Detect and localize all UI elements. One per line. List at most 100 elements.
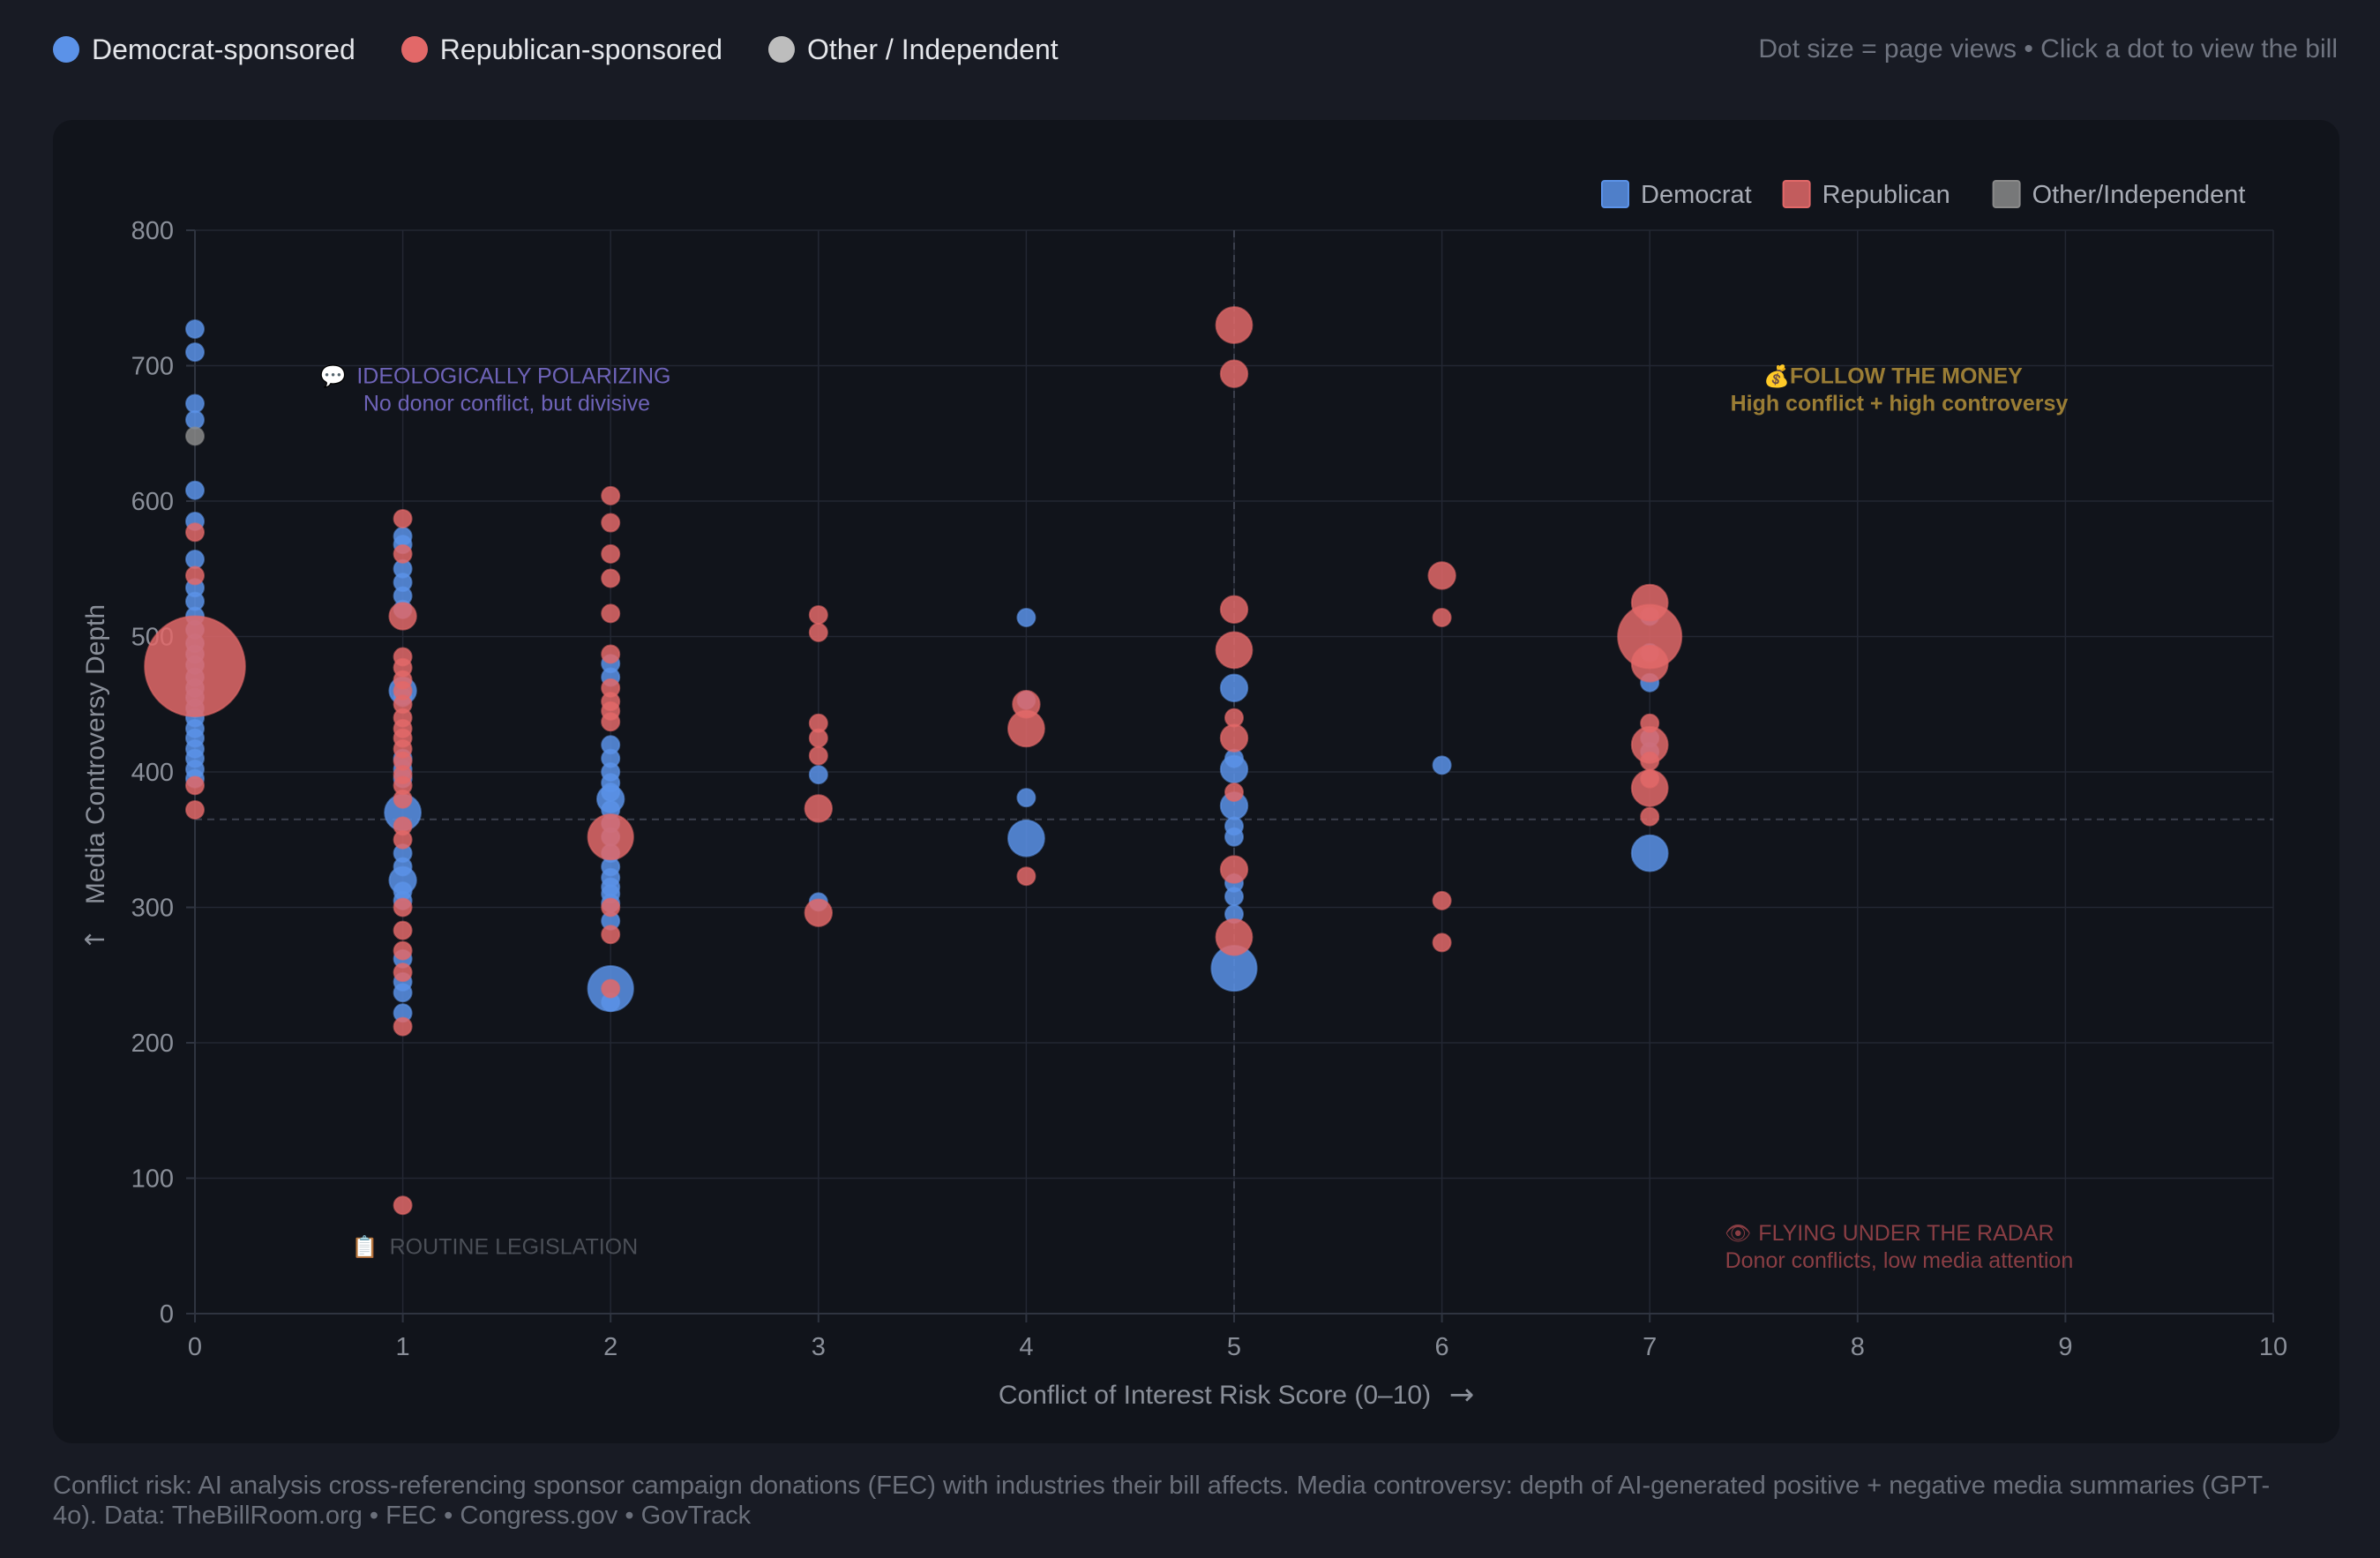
data-point-republican[interactable]	[1215, 631, 1254, 670]
data-point-democrat[interactable]	[1016, 608, 1037, 628]
data-point-democrat[interactable]	[1432, 755, 1452, 775]
data-point-republican[interactable]	[1432, 608, 1452, 628]
legend-item-republican-sponsored[interactable]: Republican-sponsored	[400, 33, 722, 66]
data-point-republican[interactable]	[185, 799, 205, 820]
data-point-republican[interactable]	[804, 794, 833, 823]
y-tick-label: 600	[131, 488, 174, 516]
y-tick-label: 100	[131, 1165, 174, 1194]
x-tick-label: 1	[396, 1333, 410, 1361]
data-point-democrat[interactable]	[185, 342, 205, 363]
data-point-democrat[interactable]	[1630, 834, 1669, 873]
data-point-democrat[interactable]	[393, 983, 413, 1003]
data-point-democrat[interactable]	[185, 409, 205, 430]
data-point-democrat[interactable]	[1007, 819, 1045, 858]
data-point-republican[interactable]	[1012, 690, 1041, 719]
data-point-republican[interactable]	[601, 485, 621, 506]
data-point-republican[interactable]	[601, 644, 621, 664]
data-point-republican[interactable]	[808, 604, 828, 625]
data-point-democrat[interactable]	[808, 765, 828, 785]
data-point-republican[interactable]	[587, 813, 634, 861]
data-point-republican[interactable]	[601, 925, 621, 945]
data-point-republican[interactable]	[601, 543, 621, 564]
data-point-republican[interactable]	[393, 789, 413, 809]
data-point-republican[interactable]	[808, 728, 828, 748]
data-point-republican[interactable]	[601, 978, 621, 999]
data-point-republican[interactable]	[1219, 595, 1249, 624]
data-point-republican[interactable]	[393, 1016, 413, 1037]
x-axis-label: Conflict of Interest Risk Score (0–10)	[999, 1381, 1431, 1410]
data-point-republican[interactable]	[601, 513, 621, 533]
data-point-republican[interactable]	[1219, 855, 1249, 884]
data-point-republican[interactable]	[1640, 768, 1660, 789]
data-point-republican[interactable]	[144, 615, 246, 718]
data-point-republican[interactable]	[1215, 918, 1254, 956]
data-point-republican[interactable]	[601, 712, 621, 732]
data-point-republican[interactable]	[393, 543, 413, 564]
chart-panel: 0 1 2 3 4 5 6 7 8 9 10 0 100 200 300 400 500 600 700 800 Con…	[53, 120, 2339, 1443]
data-point-democrat[interactable]	[393, 857, 413, 877]
data-point-republican[interactable]	[601, 897, 621, 918]
data-point-republican[interactable]	[393, 897, 413, 918]
data-point-republican[interactable]	[804, 898, 833, 927]
data-point-republican[interactable]	[185, 522, 205, 543]
x-tick-label: 5	[1227, 1333, 1241, 1361]
data-point-republican[interactable]	[393, 940, 413, 961]
legend-label: Republican-sponsored	[439, 33, 722, 65]
legend-label: Other / Independent	[807, 33, 1059, 65]
data-point-republican[interactable]	[185, 566, 205, 586]
y-tick-label: 800	[131, 217, 174, 245]
data-point-democrat[interactable]	[185, 550, 205, 570]
data-point-republican[interactable]	[1432, 890, 1452, 910]
data-point-republican[interactable]	[601, 568, 621, 588]
data-point-democrat[interactable]	[601, 783, 621, 803]
x-tick-label: 3	[812, 1333, 826, 1361]
data-point-republican[interactable]	[1219, 359, 1249, 388]
data-point-republican[interactable]	[393, 920, 413, 940]
data-point-republican[interactable]	[393, 963, 413, 983]
chart-hint: Dot size = page views • Click a dot to v…	[1758, 34, 2338, 64]
legend-item-other-independent[interactable]: Other / Independent	[768, 34, 1059, 66]
data-point-republican[interactable]	[1427, 561, 1456, 590]
y-axis-arrow-icon: ↑	[80, 928, 111, 950]
data-point-republican[interactable]	[1219, 723, 1249, 753]
data-point-republican[interactable]	[601, 603, 621, 624]
data-point-republican[interactable]	[808, 745, 828, 766]
quadrant-title-bottom-right: FLYING UNDER THE RADAR	[1758, 1221, 2054, 1246]
y-tick-label: 300	[131, 895, 174, 923]
data-point-republican[interactable]	[1640, 713, 1660, 733]
data-point-republican[interactable]	[393, 829, 413, 850]
x-tick-label: 2	[603, 1333, 617, 1361]
data-point-democrat[interactable]	[185, 393, 205, 414]
data-point-democrat[interactable]	[185, 480, 205, 500]
data-point-democrat[interactable]	[1016, 788, 1037, 808]
data-point-republican[interactable]	[393, 1195, 413, 1216]
clipboard-icon: 📋	[352, 1234, 378, 1259]
data-point-other-independent[interactable]	[185, 426, 205, 446]
data-point-republican[interactable]	[1224, 783, 1244, 803]
x-tick-label: 6	[1435, 1333, 1449, 1361]
data-point-republican[interactable]	[1640, 806, 1660, 827]
data-point-democrat[interactable]	[185, 319, 205, 340]
x-tick-label: 4	[1019, 1333, 1033, 1361]
data-point-republican[interactable]	[1215, 306, 1254, 344]
data-point-republican[interactable]	[1630, 583, 1669, 622]
quadrant-subtitle-top-right: High conflict + high controversy	[1731, 391, 2069, 416]
footer-note: Conflict risk: AI analysis cross-referen…	[53, 1472, 2271, 1530]
data-point-republican[interactable]	[1016, 866, 1037, 887]
data-point-republican[interactable]	[1630, 644, 1669, 683]
legend-label: Democrat-sponsored	[92, 33, 356, 65]
legend-item-democrat-sponsored[interactable]: Democrat-sponsored	[53, 34, 356, 66]
data-point-republican[interactable]	[185, 775, 205, 796]
scatter-chart: 0 1 2 3 4 5 6 7 8 9 100100200300400500600700800Con…	[80, 180, 2287, 1412]
data-point-democrat[interactable]	[1219, 673, 1249, 703]
data-point-republican[interactable]	[393, 508, 413, 528]
data-point-republican[interactable]	[388, 602, 417, 631]
data-point-democrat[interactable]	[1224, 887, 1244, 907]
data-point-republican[interactable]	[1224, 708, 1244, 728]
data-point-democrat[interactable]	[1224, 827, 1244, 847]
legend-swatch-other-independent	[1992, 180, 2021, 208]
eye-icon: 👁	[1725, 1221, 1751, 1246]
data-point-republican[interactable]	[808, 622, 828, 642]
data-point-republican[interactable]	[1432, 933, 1452, 953]
data-point-republican[interactable]	[1640, 751, 1660, 771]
